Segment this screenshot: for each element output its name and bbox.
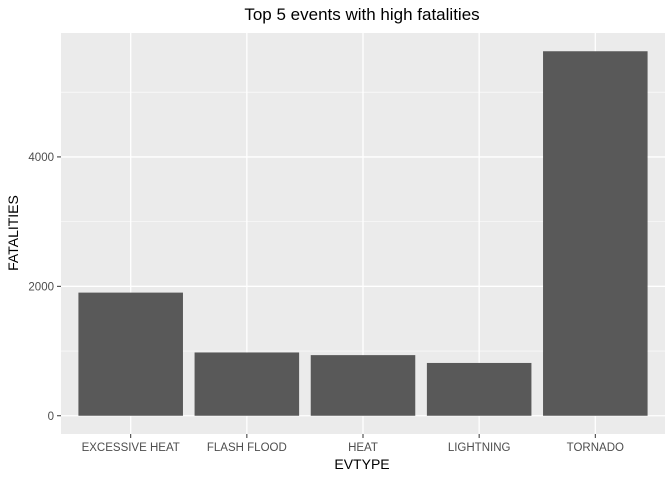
bar-tornado (543, 51, 648, 416)
y-tick-label: 0 (48, 411, 54, 423)
bar-heat (310, 355, 416, 416)
y-tick-label: 4000 (28, 152, 54, 164)
y-axis-ticks: 0 2000 4000 (28, 152, 61, 423)
chart-title: Top 5 events with high fatalities (244, 5, 479, 24)
x-tick-label: FLASH FLOOD (207, 442, 287, 454)
x-axis-title: EVTYPE (334, 456, 389, 472)
bar-excessive-heat (78, 292, 183, 416)
x-tick-label: EXCESSIVE HEAT (82, 442, 180, 454)
bar-lightning (426, 362, 532, 416)
x-tick-label: TORNADO (567, 442, 624, 454)
y-tick-label: 2000 (28, 281, 54, 293)
bars (78, 51, 648, 416)
bar-flash-flood (194, 352, 300, 416)
x-tick-label: LIGHTNING (448, 442, 511, 454)
x-tick-label: HEAT (348, 442, 378, 454)
x-axis-ticks: EXCESSIVE HEAT FLASH FLOOD HEAT LIGHTNING TO… (82, 434, 624, 454)
y-axis-title: FATALITIES (5, 195, 21, 271)
